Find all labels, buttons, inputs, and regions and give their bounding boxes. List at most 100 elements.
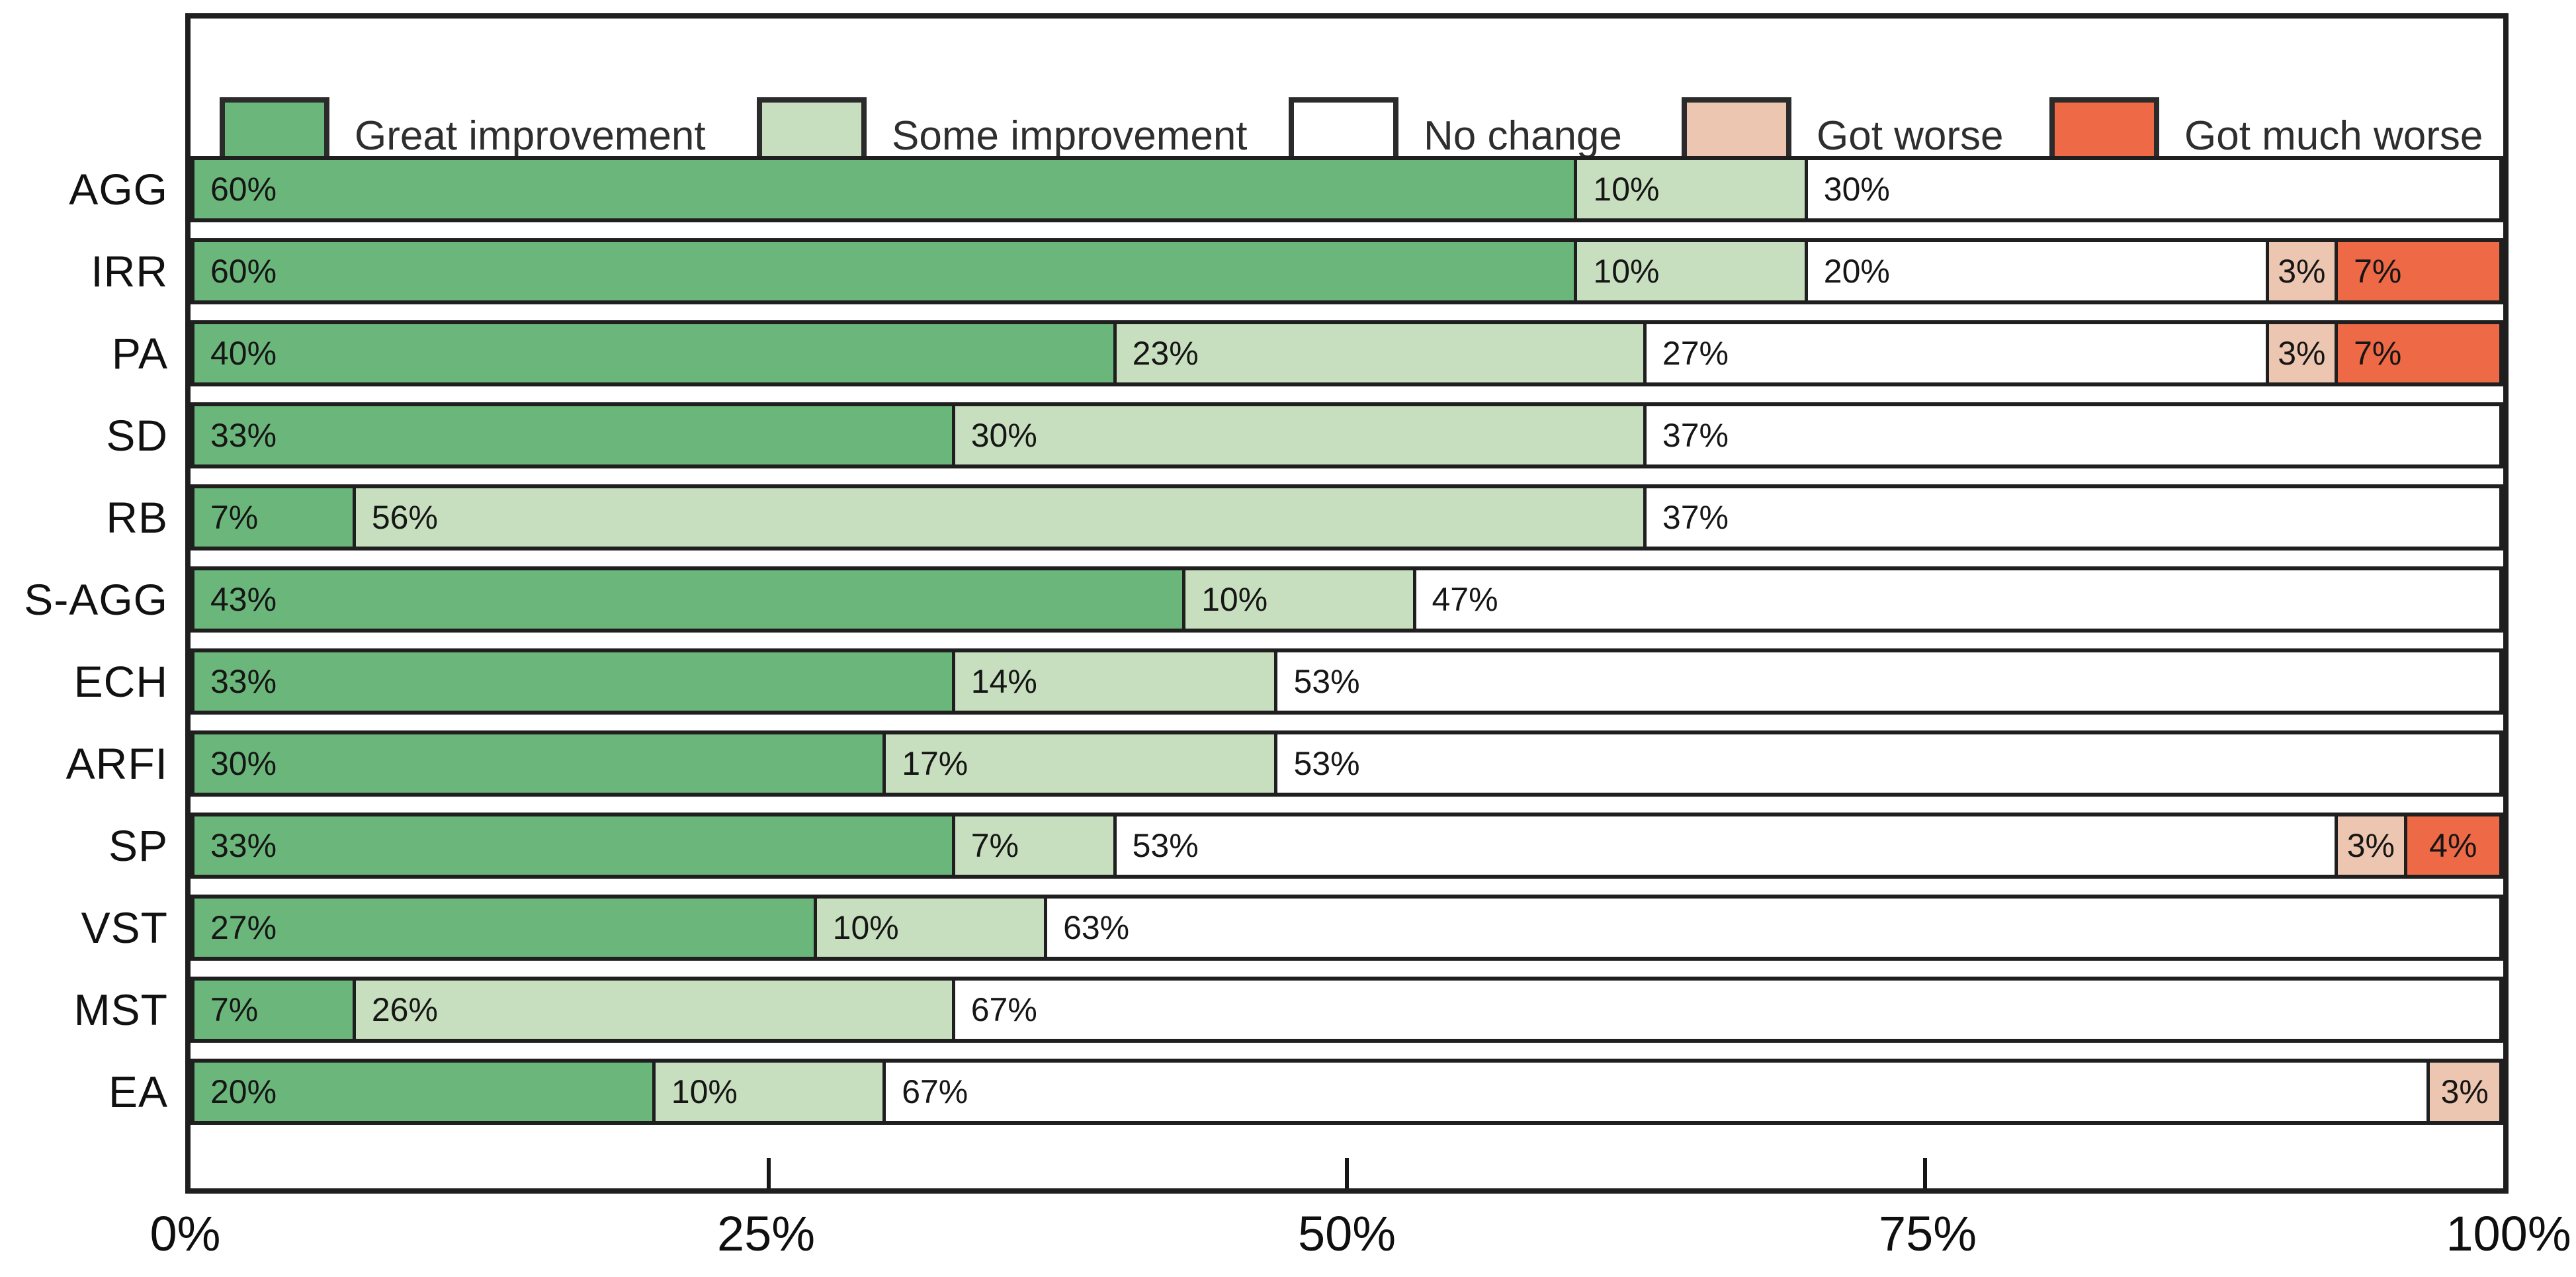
segment-value-label: 33%: [210, 663, 277, 700]
legend-label: Got much worse: [2184, 113, 2483, 159]
bar-segment-some-improvement: 56%: [355, 488, 1647, 547]
category-label: EA: [108, 1067, 168, 1116]
x-axis-tick-label: 0%: [150, 1206, 221, 1261]
bar-segment-some-improvement: 7%: [955, 816, 1117, 875]
axis-tick: [767, 1158, 771, 1188]
bar-segment-got-much-worse: 4%: [2407, 816, 2499, 875]
segment-value-label: 60%: [210, 171, 277, 208]
legend-label: Great improvement: [355, 113, 706, 159]
segment-value-label: 7%: [2354, 335, 2402, 372]
plot-box: Great improvement Some improvement No chan…: [185, 13, 2509, 1194]
bar-segment-some-improvement: 26%: [355, 981, 955, 1039]
segment-value-label: 7%: [210, 991, 259, 1028]
segment-value-label: 7%: [970, 827, 1019, 864]
bar-segment-got-worse: 3%: [2268, 324, 2339, 382]
bar-segment-no-change: 53%: [1116, 816, 2339, 875]
category-label: PA: [111, 329, 168, 378]
segment-value-label: 7%: [2354, 253, 2402, 290]
segment-value-label: 37%: [1662, 417, 1729, 454]
segment-value-label: 3%: [2440, 1073, 2489, 1110]
bar-segment-some-improvement: 10%: [1185, 570, 1416, 629]
segment-value-label: 43%: [210, 581, 277, 618]
segment-value-label: 10%: [832, 909, 899, 946]
bar-segment-great-improvement: 60%: [194, 160, 1578, 218]
bar-segment-no-change: 20%: [1807, 242, 2269, 300]
segment-value-label: 30%: [1823, 171, 1890, 208]
segment-value-label: 67%: [902, 1073, 968, 1110]
category-label: RB: [106, 493, 168, 542]
category-label: ECH: [73, 657, 168, 706]
segment-value-label: 3%: [2346, 827, 2395, 864]
segment-value-label: 33%: [210, 417, 277, 454]
axis-tick: [1923, 1158, 1927, 1188]
bar-segment-great-improvement: 40%: [194, 324, 1117, 382]
segment-value-label: 10%: [1593, 171, 1660, 208]
category-label: AGG: [69, 165, 168, 214]
bar-row: 33% 30% 37%: [191, 402, 2503, 468]
bar-row: 33% 14% 53%: [191, 648, 2503, 715]
bar-segment-great-improvement: 33%: [194, 406, 955, 464]
bar-segment-no-change: 47%: [1416, 570, 2499, 629]
tick-strip: [191, 1127, 2503, 1188]
bar-segment-great-improvement: 33%: [194, 652, 955, 711]
bar-segment-no-change: 67%: [955, 981, 2499, 1039]
segment-value-label: 56%: [371, 499, 438, 536]
bar-segment-great-improvement: 20%: [194, 1063, 656, 1121]
segment-value-label: 26%: [371, 991, 438, 1028]
segment-value-label: 17%: [902, 745, 968, 782]
segment-value-label: 53%: [1293, 745, 1360, 782]
category-label: SP: [108, 821, 168, 870]
bar-segment-some-improvement: 30%: [955, 406, 1647, 464]
legend-label: No change: [1424, 113, 1622, 159]
bar-segment-no-change: 30%: [1807, 160, 2499, 218]
category-label: IRR: [91, 247, 168, 296]
bar-row: 60% 10% 30%: [191, 156, 2503, 222]
bar-row: 7% 26% 67%: [191, 977, 2503, 1043]
segment-value-label: 60%: [210, 253, 277, 290]
bar-segment-no-change: 27%: [1646, 324, 2269, 382]
bar-segment-some-improvement: 14%: [955, 652, 1278, 711]
segment-value-label: 27%: [1662, 335, 1729, 372]
bar-row: 60% 10% 20% 3% 7%: [191, 238, 2503, 304]
segment-value-label: 37%: [1662, 499, 1729, 536]
bar-segment-got-worse: 3%: [2430, 1063, 2499, 1121]
bar-segment-some-improvement: 10%: [1577, 160, 1808, 218]
bar-segment-got-much-worse: 7%: [2338, 242, 2499, 300]
bar-row: 30% 17% 53%: [191, 730, 2503, 797]
bar-segment-got-much-worse: 7%: [2338, 324, 2499, 382]
segment-value-label: 67%: [970, 991, 1037, 1028]
bar-segment-no-change: 53%: [1277, 652, 2499, 711]
bar-segment-no-change: 37%: [1646, 488, 2499, 547]
bar-segment-no-change: 67%: [886, 1063, 2430, 1121]
bar-segment-great-improvement: 7%: [194, 488, 356, 547]
segment-value-label: 4%: [2429, 827, 2477, 864]
bar-segment-some-improvement: 10%: [655, 1063, 886, 1121]
bar-segment-no-change: 63%: [1047, 899, 2499, 957]
bar-row: 20% 10% 67% 3%: [191, 1059, 2503, 1125]
segment-value-label: 40%: [210, 335, 277, 372]
segment-value-label: 53%: [1132, 827, 1199, 864]
bar-row: 33% 7% 53% 3% 4%: [191, 813, 2503, 879]
segment-value-label: 33%: [210, 827, 277, 864]
segment-value-label: 27%: [210, 909, 277, 946]
segment-value-label: 14%: [970, 663, 1037, 700]
bars-area: 60% 10% 30% 60% 10% 20% 3% 7% 40% 23% 27% 3% 7% 33% 30…: [191, 156, 2503, 1125]
segment-value-label: 10%: [671, 1073, 738, 1110]
segment-value-label: 30%: [210, 745, 277, 782]
x-axis-tick-label: 75%: [1878, 1206, 1977, 1261]
bar-row: 40% 23% 27% 3% 7%: [191, 320, 2503, 386]
segment-value-label: 30%: [970, 417, 1037, 454]
bar-segment-great-improvement: 7%: [194, 981, 356, 1039]
bar-segment-some-improvement: 17%: [886, 734, 1278, 793]
segment-value-label: 20%: [210, 1073, 277, 1110]
bar-segment-no-change: 37%: [1646, 406, 2499, 464]
segment-value-label: 23%: [1132, 335, 1199, 372]
legend-label: Got worse: [1817, 113, 2004, 159]
bar-row: 7% 56% 37%: [191, 484, 2503, 550]
bar-row: 27% 10% 63%: [191, 895, 2503, 961]
bar-segment-some-improvement: 10%: [816, 899, 1048, 957]
segment-value-label: 63%: [1063, 909, 1130, 946]
bar-segment-great-improvement: 30%: [194, 734, 886, 793]
x-axis-labels: 0% 25% 50% 75% 100%: [150, 1206, 2571, 1276]
bar-segment-great-improvement: 33%: [194, 816, 955, 875]
